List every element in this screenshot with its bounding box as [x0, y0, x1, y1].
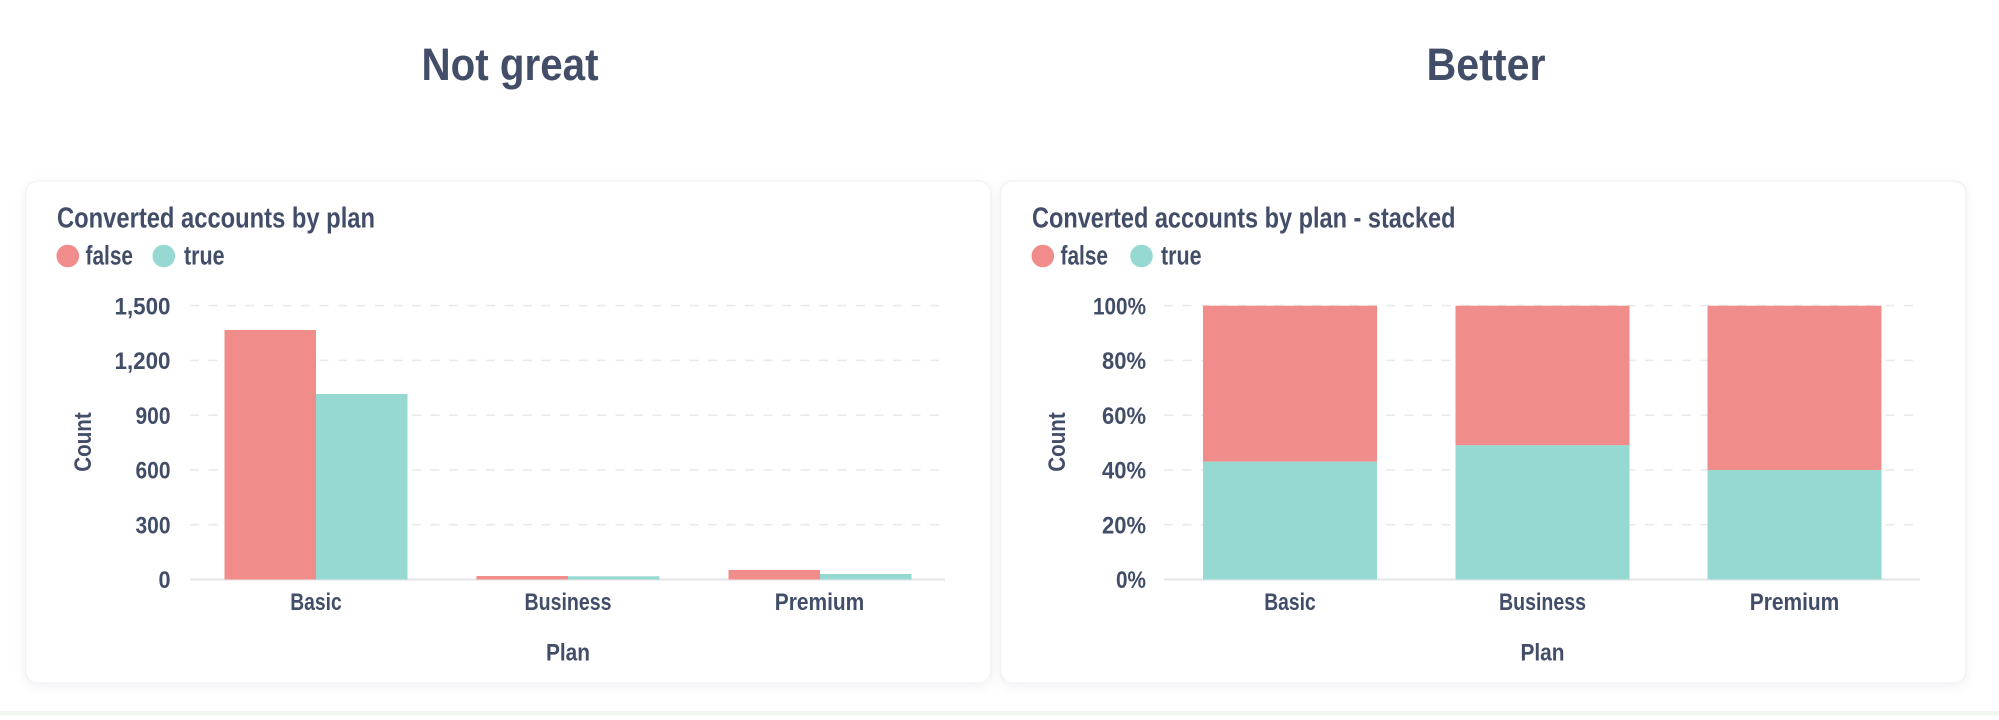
- svg-text:Count: Count: [70, 412, 97, 472]
- svg-text:Basic: Basic: [290, 589, 342, 616]
- svg-text:true: true: [184, 241, 225, 271]
- svg-text:1,200: 1,200: [115, 348, 171, 375]
- svg-text:100%: 100%: [1093, 293, 1146, 320]
- svg-text:20%: 20%: [1102, 512, 1146, 539]
- svg-text:Not great: Not great: [422, 39, 599, 90]
- svg-text:900: 900: [136, 403, 171, 430]
- svg-text:0: 0: [159, 567, 171, 594]
- svg-text:true: true: [1161, 241, 1202, 271]
- svg-text:600: 600: [136, 458, 171, 485]
- svg-text:Count: Count: [1044, 412, 1071, 472]
- svg-text:false: false: [86, 241, 134, 271]
- svg-text:Basic: Basic: [1264, 589, 1316, 616]
- svg-text:Plan: Plan: [1521, 640, 1565, 667]
- svg-text:0%: 0%: [1116, 567, 1146, 594]
- svg-text:Better: Better: [1427, 39, 1546, 90]
- svg-text:Plan: Plan: [546, 640, 590, 667]
- svg-text:Converted accounts by plan - s: Converted accounts by plan - stacked: [1032, 203, 1456, 235]
- svg-text:300: 300: [136, 512, 171, 539]
- svg-text:Premium: Premium: [1750, 589, 1840, 616]
- svg-text:Business: Business: [1499, 589, 1586, 616]
- svg-text:40%: 40%: [1102, 458, 1146, 485]
- svg-text:Business: Business: [525, 589, 612, 616]
- svg-text:Converted accounts by plan: Converted accounts by plan: [57, 203, 375, 235]
- svg-text:80%: 80%: [1102, 348, 1146, 375]
- svg-text:60%: 60%: [1102, 403, 1146, 430]
- svg-text:Premium: Premium: [775, 589, 865, 616]
- svg-text:1,500: 1,500: [115, 293, 171, 320]
- svg-text:false: false: [1061, 241, 1109, 271]
